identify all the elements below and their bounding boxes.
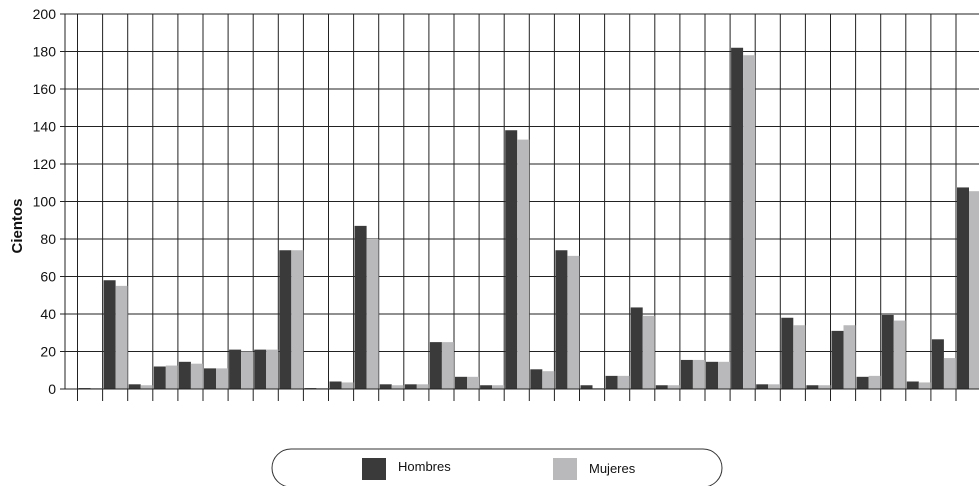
- y-axis-label: Cientos: [9, 198, 26, 253]
- y-tick-label: 120: [33, 156, 57, 172]
- y-tick-label: 160: [33, 81, 57, 97]
- bar-mujeres: [567, 255, 580, 389]
- bar-mujeres: [216, 368, 228, 389]
- bar-mujeres: [642, 315, 655, 389]
- bar-hombres: [856, 376, 869, 389]
- y-tick-label: 80: [40, 231, 56, 247]
- y-tick-label: 100: [33, 194, 57, 210]
- bar-hombres: [605, 375, 618, 389]
- bar-mujeres: [266, 349, 279, 389]
- bar-mujeres: [969, 191, 979, 389]
- legend-frame: [271, 448, 723, 486]
- bar-hombres: [530, 369, 543, 389]
- legend-label-hombres: Hombres: [398, 459, 451, 474]
- bar-hombres: [128, 384, 141, 389]
- bar-mujeres: [868, 375, 881, 389]
- bar-hombres: [178, 361, 191, 389]
- bar-hombres: [756, 384, 769, 389]
- bar-mujeres: [542, 371, 555, 389]
- legend-label-mujeres: Mujeres: [589, 461, 636, 476]
- bar-mujeres: [843, 325, 856, 389]
- bar-hombres: [204, 368, 216, 389]
- bar-mujeres: [718, 361, 730, 389]
- bar-mujeres: [241, 351, 254, 389]
- bar-hombres: [254, 349, 267, 389]
- y-tick-label: 60: [40, 269, 56, 285]
- bar-hombres: [329, 381, 342, 389]
- bar-mujeres: [517, 139, 530, 389]
- bar-hombres: [881, 314, 894, 389]
- y-tick-labels: 0 20 40 60 80 100 120 140 160 180 200: [33, 6, 57, 397]
- y-tick-label: 20: [40, 344, 56, 360]
- bar-hombres: [906, 381, 919, 389]
- bar-hombres: [429, 342, 442, 389]
- bar-hombres: [103, 280, 116, 389]
- bar-hombres: [404, 384, 417, 389]
- y-tick-label: 200: [33, 6, 57, 22]
- bar-mujeres: [943, 358, 956, 389]
- bar-mujeres: [140, 385, 153, 389]
- bar-hombres: [354, 225, 367, 389]
- bar-hombres: [957, 187, 969, 389]
- bar-mujeres: [366, 239, 379, 389]
- bar-mujeres: [492, 385, 505, 389]
- bar-hombres: [706, 361, 718, 389]
- bar-mujeres: [291, 250, 304, 389]
- bar-hombres: [655, 385, 668, 389]
- bar-mujeres: [441, 342, 454, 389]
- bar-hombres: [505, 130, 518, 389]
- bar-hombres: [555, 250, 568, 389]
- bar-hombres: [781, 317, 794, 389]
- bar-hombres: [229, 349, 242, 389]
- axes: [60, 13, 979, 390]
- bar-mujeres: [416, 384, 429, 389]
- bar-hombres: [680, 359, 693, 389]
- bar-mujeres: [692, 359, 705, 389]
- legend: Hombres Mujeres: [271, 448, 723, 486]
- gridlines: [65, 13, 979, 401]
- bar-mujeres: [818, 385, 831, 389]
- bar-hombres: [630, 307, 643, 389]
- bar-mujeres: [115, 285, 128, 389]
- bar-mujeres: [918, 382, 931, 389]
- bar-mujeres: [793, 325, 806, 389]
- y-tick-label: 180: [33, 44, 57, 60]
- bar-mujeres: [190, 363, 203, 389]
- bar-mujeres: [768, 384, 781, 389]
- bar-mujeres: [165, 365, 178, 389]
- y-tick-label: 140: [33, 119, 57, 135]
- bar-mujeres: [467, 376, 479, 389]
- legend-swatch-hombres: [362, 458, 386, 480]
- y-tick-label: 0: [48, 381, 56, 397]
- bar-hombres: [455, 376, 467, 389]
- bar-hombres: [806, 385, 819, 389]
- bar-hombres: [153, 366, 166, 389]
- bar-hombres: [480, 385, 493, 389]
- bar-hombres: [831, 330, 844, 389]
- bar-hombres: [931, 339, 944, 389]
- bar-mujeres: [667, 385, 680, 389]
- bar-mujeres: [391, 385, 404, 389]
- bars: [78, 47, 979, 389]
- bar-mujeres: [743, 55, 756, 389]
- bar-mujeres: [341, 382, 354, 389]
- y-tick-label: 40: [40, 306, 56, 322]
- legend-swatch-mujeres: [553, 458, 577, 480]
- bar-hombres: [379, 384, 392, 389]
- bar-hombres: [731, 47, 744, 389]
- bar-mujeres: [893, 320, 906, 389]
- bar-mujeres: [617, 375, 630, 389]
- bar-hombres: [580, 385, 593, 389]
- bar-hombres: [279, 250, 292, 389]
